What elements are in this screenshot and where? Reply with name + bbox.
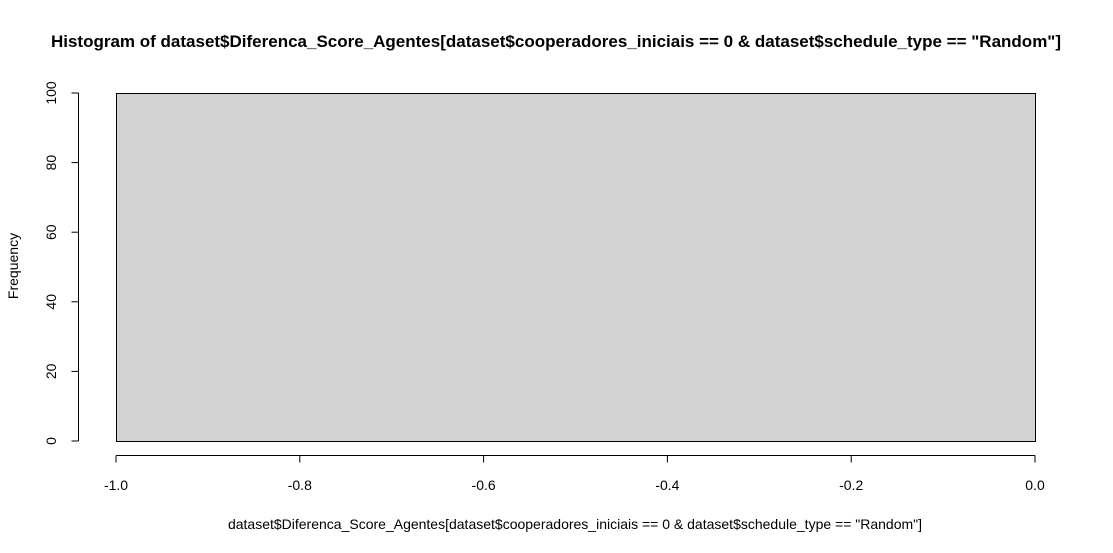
y-tick-label: 60 (43, 224, 59, 240)
histogram-bars (116, 93, 1036, 442)
histogram-bar-0 (116, 93, 1036, 442)
y-tick-label: 0 (43, 437, 59, 445)
y-tick-label: 80 (43, 155, 59, 171)
x-axis-label: dataset$Diferenca_Score_Agentes[dataset$… (228, 516, 922, 532)
x-tick-label: -0.6 (472, 477, 496, 493)
y-tick-label: 100 (43, 81, 59, 105)
y-tick-label: 40 (43, 294, 59, 310)
y-axis-label: Frequency (5, 233, 21, 299)
x-tick-label: -0.8 (288, 477, 312, 493)
x-tick-label: 0.0 (1025, 477, 1045, 493)
x-axis: -1.0 -0.8 -0.6 -0.4 -0.2 0.0 (104, 455, 1045, 493)
x-tick-label: -0.4 (655, 477, 679, 493)
x-tick-label: -0.2 (839, 477, 863, 493)
y-tick-label: 20 (43, 363, 59, 379)
x-tick-label: -1.0 (104, 477, 128, 493)
y-axis: 0 20 40 60 80 100 (43, 81, 79, 445)
chart-title: Histogram of dataset$Diferenca_Score_Age… (51, 32, 1061, 51)
